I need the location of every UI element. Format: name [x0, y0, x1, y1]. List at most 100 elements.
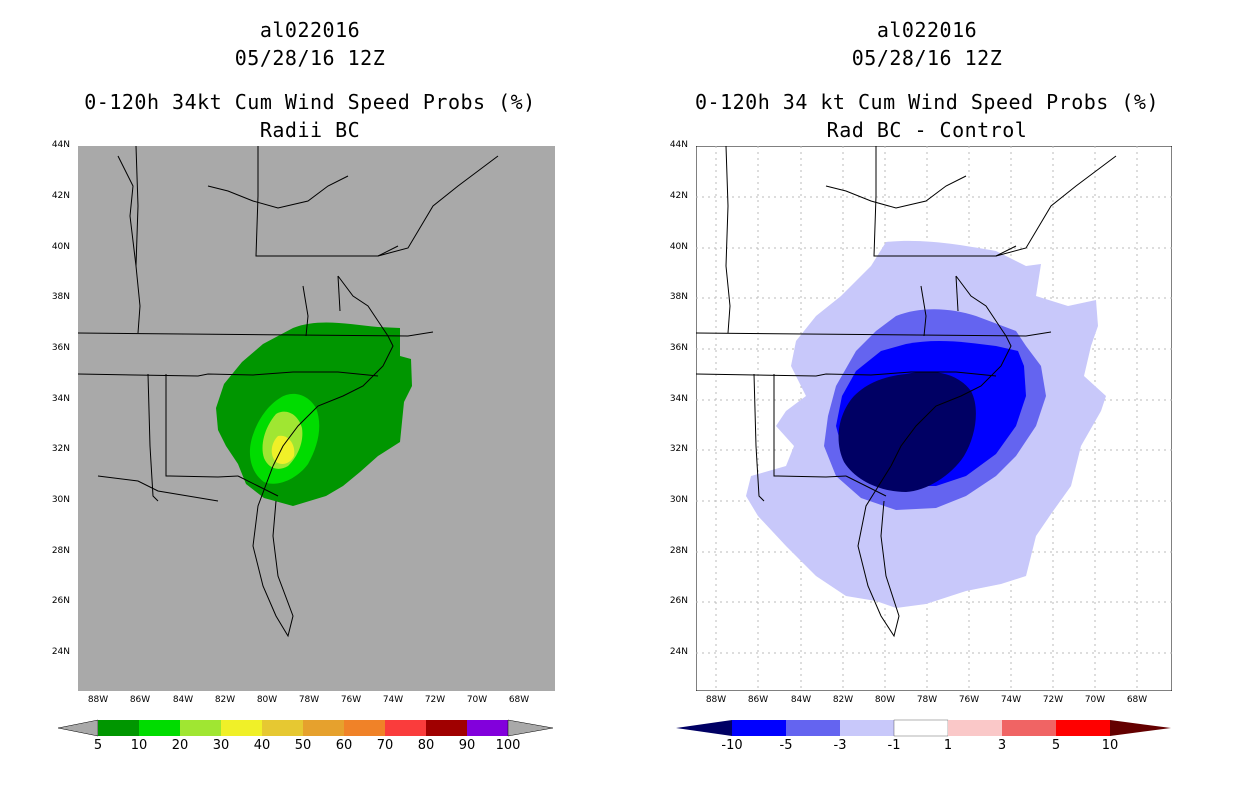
- left-lon-label: 72W: [424, 695, 446, 705]
- right-title-date: 05/28/16 12Z: [851, 46, 1003, 70]
- left-lat-label: 34N: [51, 394, 70, 404]
- right-map-coastlines: [696, 146, 1117, 638]
- right-title-storm-id: al022016: [876, 18, 978, 42]
- left-colorbar-swatch: [180, 720, 221, 736]
- right-lat-label: 36N: [669, 343, 688, 353]
- right-lat-label: 26N: [669, 596, 688, 606]
- right-lon-label: 74W: [1000, 695, 1022, 705]
- right-colorbar-label: -5: [779, 738, 793, 753]
- left-title-product: 0-120h 34kt Cum Wind Speed Probs (%): [84, 90, 536, 114]
- right-colorbar-swatch: [786, 720, 840, 736]
- left-lon-label: 68W: [508, 695, 530, 705]
- left-colorbar-swatch: [385, 720, 426, 736]
- right-colorbar-swatch: [948, 720, 1002, 736]
- left-lon-label: 86W: [129, 695, 151, 705]
- left-colorbar-label: 20: [171, 738, 189, 753]
- left-colorbar-label: 60: [335, 738, 353, 753]
- right-colorbar-label: 10: [1101, 738, 1119, 753]
- right-lat-label: 24N: [669, 647, 688, 657]
- left-colorbar-label: 5: [93, 738, 103, 753]
- left-colorbar-label: 10: [130, 738, 148, 753]
- right-colorbar-swatch: [840, 720, 894, 736]
- left-colorbar-label: 90: [458, 738, 476, 753]
- right-colorbar: [676, 719, 1172, 741]
- right-lat-label: 42N: [669, 191, 688, 201]
- left-colorbar-label: 100: [495, 738, 521, 753]
- diff-below-minus10-region: [838, 371, 976, 492]
- right-title-product: 0-120h 34 kt Cum Wind Speed Probs (%): [694, 90, 1160, 114]
- left-lon-label: 82W: [214, 695, 236, 705]
- left-map-coastlines: [78, 146, 499, 638]
- left-colorbar-swatch: [262, 720, 303, 736]
- left-map-canvas: [78, 146, 555, 691]
- right-colorbar-swatch: [1002, 720, 1056, 736]
- left-colorbar-low-arrow: [57, 719, 99, 737]
- left-colorbar-svg: [57, 719, 554, 737]
- left-lat-label: 42N: [51, 191, 70, 201]
- right-colorbar-swatch: [1056, 720, 1110, 736]
- left-colorbar-swatch: [221, 720, 262, 736]
- right-colorbar-swatch: [732, 720, 786, 736]
- right-lat-label: 34N: [669, 394, 688, 404]
- right-lat-label: 32N: [669, 444, 688, 454]
- right-colorbar-swatch: [893, 719, 949, 737]
- left-lat-label: 28N: [51, 546, 70, 556]
- right-lon-label: 84W: [790, 695, 812, 705]
- left-lat-label: 44N: [51, 140, 70, 150]
- right-colorbar-label: 5: [1051, 738, 1061, 753]
- right-lon-label: 86W: [747, 695, 769, 705]
- right-lon-label: 80W: [874, 695, 896, 705]
- left-lat-label: 36N: [51, 343, 70, 353]
- right-colorbar-label: 3: [997, 738, 1007, 753]
- left-lon-label: 84W: [172, 695, 194, 705]
- left-colorbar-label: 40: [253, 738, 271, 753]
- right-lon-label: 82W: [832, 695, 854, 705]
- right-colorbar-label: 1: [943, 738, 953, 753]
- left-colorbar-swatch: [426, 720, 467, 736]
- left-colorbar-high-arrow: [507, 719, 554, 737]
- left-colorbar-swatch: [303, 720, 344, 736]
- left-colorbar-swatch: [139, 720, 180, 736]
- left-title-storm-id: al022016: [259, 18, 361, 42]
- left-lon-label: 88W: [87, 695, 109, 705]
- right-lon-label: 88W: [705, 695, 727, 705]
- left-lat-label: 24N: [51, 647, 70, 657]
- right-lon-label: 70W: [1084, 695, 1106, 705]
- left-lon-label: 80W: [256, 695, 278, 705]
- left-lat-label: 32N: [51, 444, 70, 454]
- left-lat-label: 30N: [51, 495, 70, 505]
- left-lon-label: 70W: [466, 695, 488, 705]
- left-colorbar-label: 70: [376, 738, 394, 753]
- left-colorbar-swatch: [344, 720, 385, 736]
- right-colorbar-low-arrow: [676, 720, 732, 736]
- left-colorbar-label: 50: [294, 738, 312, 753]
- left-lon-label: 76W: [340, 695, 362, 705]
- right-colorbar-label: -3: [833, 738, 847, 753]
- left-title-date: 05/28/16 12Z: [234, 46, 386, 70]
- left-colorbar-swatch: [467, 720, 508, 736]
- left-colorbar-label: 80: [417, 738, 435, 753]
- left-lon-label: 74W: [382, 695, 404, 705]
- right-lon-label: 78W: [916, 695, 938, 705]
- left-lon-label: 78W: [298, 695, 320, 705]
- left-colorbar-swatch: [98, 720, 139, 736]
- right-lon-label: 68W: [1126, 695, 1148, 705]
- right-colorbar-svg: [676, 719, 1171, 737]
- left-lat-label: 40N: [51, 242, 70, 252]
- left-title-subtitle: Radii BC: [259, 118, 361, 142]
- right-map-grid: [696, 146, 1172, 691]
- right-lon-label: 76W: [958, 695, 980, 705]
- right-title-subtitle: Rad BC - Control: [826, 118, 1028, 142]
- left-lat-label: 26N: [51, 596, 70, 606]
- right-map: 44N 42N 40N 38N 36N 34N 32N 30N 28N 26N …: [670, 140, 1172, 705]
- left-colorbar-label: 30: [212, 738, 230, 753]
- left-colorbar: [57, 719, 554, 741]
- right-map-canvas: [696, 146, 1172, 691]
- right-lat-label: 28N: [669, 546, 688, 556]
- right-lat-label: 44N: [669, 140, 688, 150]
- right-colorbar-label: -10: [721, 738, 743, 753]
- right-lat-label: 40N: [669, 242, 688, 252]
- right-lon-label: 72W: [1042, 695, 1064, 705]
- left-lat-label: 38N: [51, 292, 70, 302]
- left-map: 44N 42N 40N 38N 36N 34N 32N 30N 28N 26N …: [52, 140, 555, 705]
